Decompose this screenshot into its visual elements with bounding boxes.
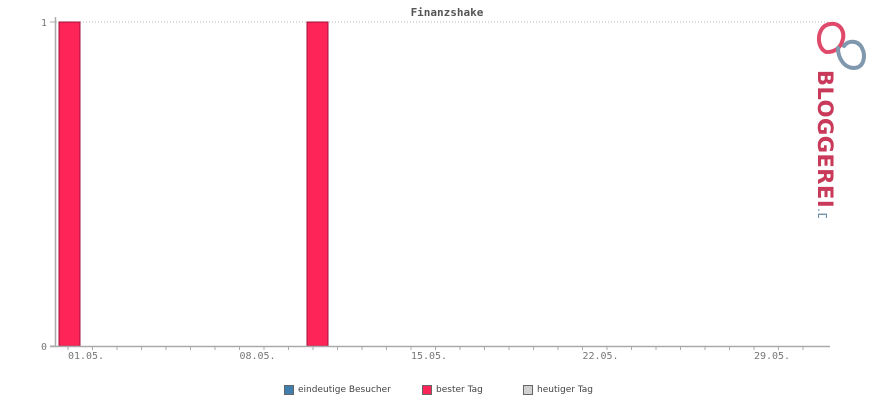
y-tick-label-0: 0	[41, 342, 47, 353]
legend-label-visitors: eindeutige Besucher	[298, 385, 391, 395]
legend-swatch-today	[523, 385, 533, 395]
chart-title: Finanzshake	[411, 6, 484, 19]
bar-best-day-01.05.	[58, 21, 81, 347]
legend-item-today: heutiger Tag	[523, 385, 593, 395]
legend: eindeutige Besucher bester Tag heutiger …	[0, 385, 870, 399]
legend-item-best-day: bester Tag	[422, 385, 483, 395]
x-tick-label-08.05.: 08.05.	[239, 351, 275, 362]
x-tick-label-01.05.: 01.05.	[68, 351, 104, 362]
bloggerei-logo-mark-icon	[817, 21, 866, 71]
legend-item-visitors: eindeutige Besucher	[284, 385, 391, 395]
legend-label-today: heutiger Tag	[537, 385, 594, 395]
y-tick-label-1: 1	[41, 18, 47, 29]
legend-swatch-best-day	[422, 385, 432, 395]
bloggerei-logo: BLOGGEREI.DE	[813, 21, 866, 218]
y-ticks-group: 01	[41, 18, 56, 353]
x-tick-label-22.05.: 22.05.	[582, 351, 618, 362]
x-tick-label-15.05.: 15.05.	[411, 351, 447, 362]
x-tick-label-29.05.: 29.05.	[754, 351, 790, 362]
bars-group	[58, 21, 329, 347]
legend-label-best-day: bester Tag	[436, 385, 483, 395]
bloggerei-logo-text: BLOGGEREI.DE	[813, 70, 837, 218]
x-ticks-group: 01.05. 08.05. 15.05. 22.05. 29.05.	[67, 346, 804, 362]
bar-best-day-11.05.	[306, 21, 329, 347]
legend-swatch-visitors	[284, 385, 294, 395]
